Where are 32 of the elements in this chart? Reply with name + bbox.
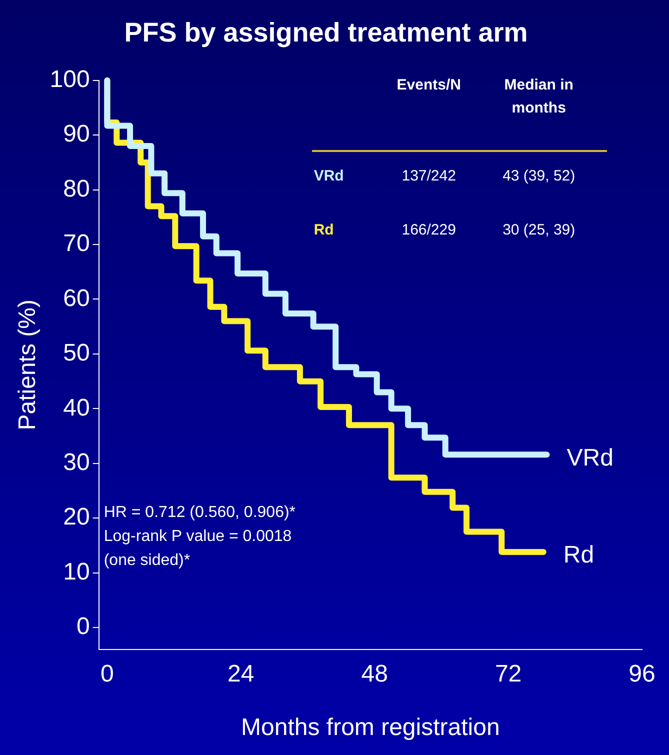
x-tick-label: 24 (228, 660, 254, 688)
annotation: HR = 0.712 (0.560, 0.906)* (104, 504, 296, 521)
chart-title: PFS by assigned treatment arm (124, 18, 528, 48)
annotation: (one sided)* (104, 552, 190, 569)
y-tick-label: 50 (63, 340, 90, 367)
y-tick-label: 90 (63, 120, 90, 148)
annotation: Log-rank P value = 0.0018 (104, 528, 292, 545)
text: VRd (314, 168, 344, 185)
annotation: Events/N (396, 76, 461, 94)
series-label: Rd (563, 542, 594, 569)
x-tick-label: 48 (361, 660, 388, 688)
y-tick-label: 70 (63, 230, 90, 258)
x-axis-title: Months from registration (241, 714, 500, 742)
annotation: 30 (25, 39) (502, 222, 576, 239)
y-tick-label: 30 (63, 449, 90, 476)
y-tick-label: 20 (63, 504, 90, 531)
y-tick-label: 60 (63, 284, 90, 312)
y-axis-title: Patients (%) (14, 300, 42, 430)
y-tick-label: 100 (50, 66, 90, 94)
y-tick-label: 0 (76, 613, 90, 640)
annotation: Median in months (504, 76, 574, 117)
x-tick-label: 96 (628, 660, 656, 688)
annotation: 43 (39, 52) (502, 168, 576, 185)
text: Rd (314, 222, 334, 239)
annotation: 137/242 (402, 168, 456, 185)
x-tick-label: 72 (494, 660, 522, 688)
y-tick-label: 80 (63, 175, 90, 202)
x-tick-label: 0 (100, 660, 114, 688)
y-tick-label: 40 (63, 394, 90, 422)
annotation: 166/229 (402, 222, 456, 239)
series-label: VRd (566, 444, 614, 472)
y-tick-label: 10 (63, 558, 90, 586)
